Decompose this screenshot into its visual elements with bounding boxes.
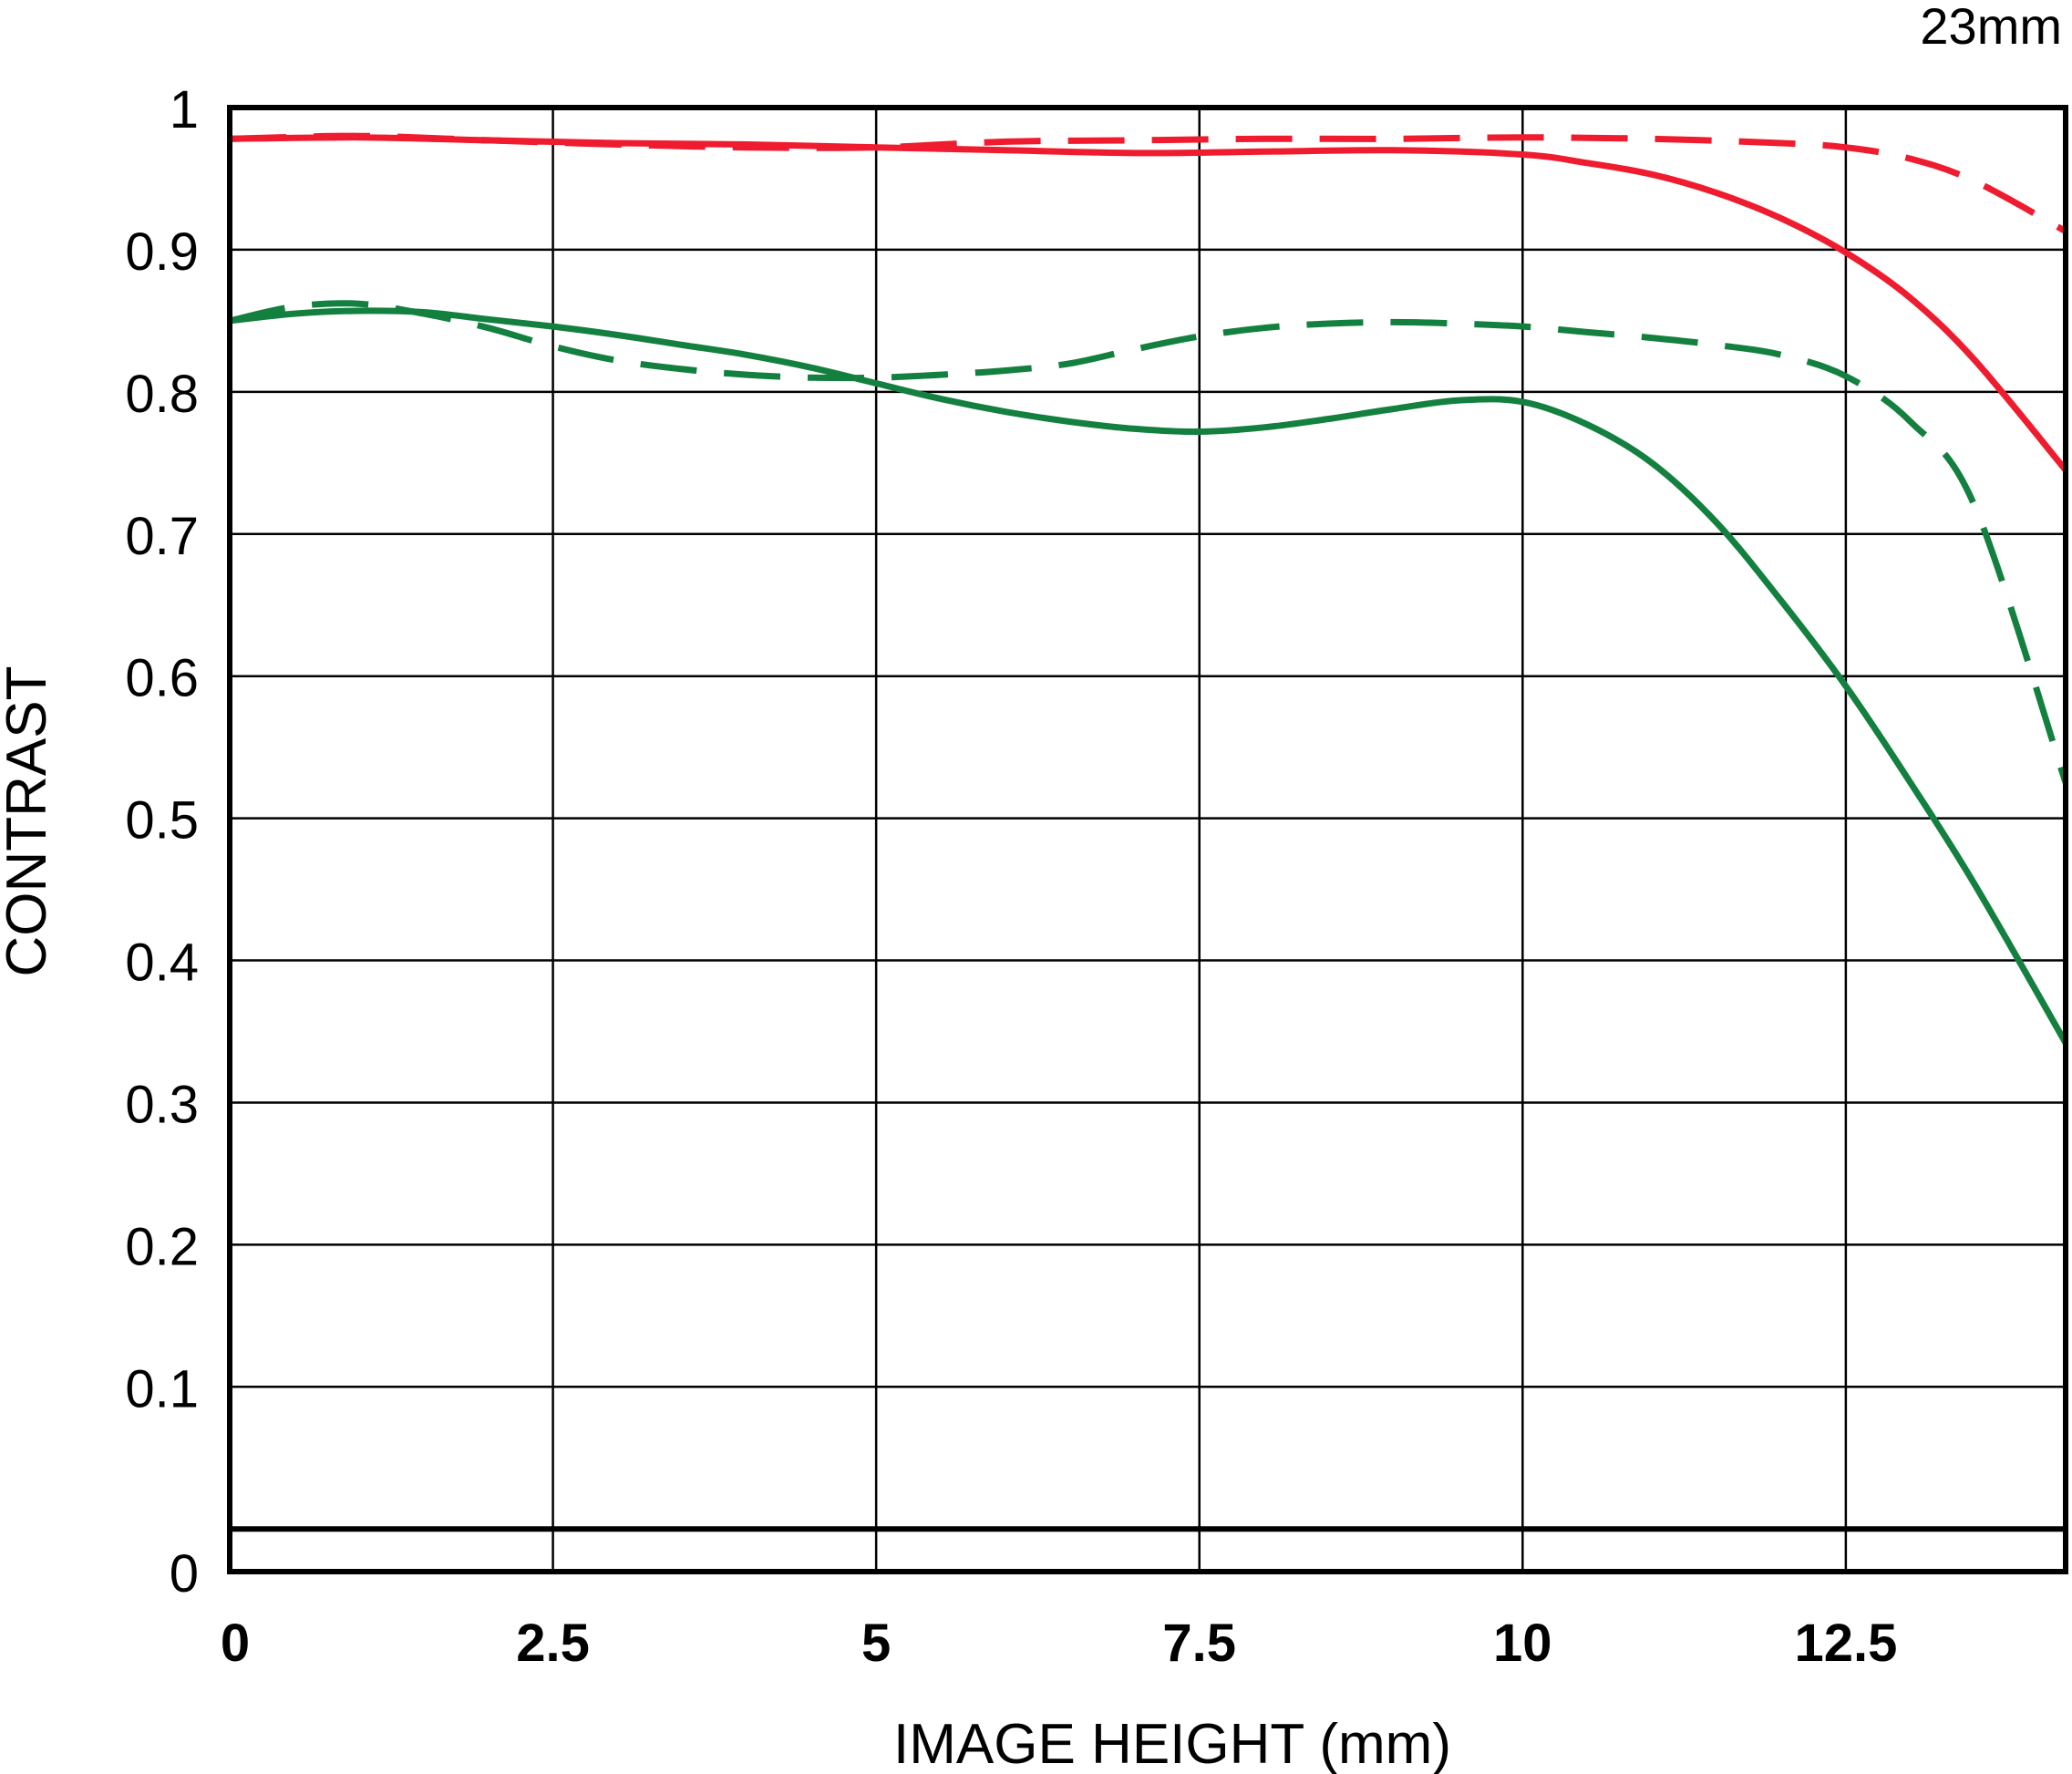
y-axis-title: CONTRAST xyxy=(0,666,58,977)
y-tick-label: 0.3 xyxy=(125,1075,199,1134)
y-tick-label: 0 xyxy=(170,1544,199,1604)
focal-length-label: 23mm xyxy=(1920,0,2062,55)
y-tick-label: 0.5 xyxy=(125,791,199,851)
plot-frame xyxy=(227,105,2068,1574)
y-tick-label: 0.9 xyxy=(125,222,199,282)
series-line-0 xyxy=(229,134,2068,472)
x-tick-label: 7.5 xyxy=(1162,1614,1236,1673)
grid xyxy=(230,108,2066,1572)
series-line-3 xyxy=(229,300,2069,784)
series-line-2 xyxy=(229,307,2069,1045)
y-tick-label: 0.4 xyxy=(125,933,199,993)
y-tick-label: 0.7 xyxy=(125,507,199,566)
y-tick-label: 1 xyxy=(170,80,199,139)
series-line-1 xyxy=(229,132,2067,234)
x-tick-label: 2.5 xyxy=(516,1614,590,1673)
y-tick-label: 0.2 xyxy=(125,1217,199,1276)
x-tick-labels: 0 2.5 5 7.5 10 12.5 xyxy=(221,1614,1897,1673)
y-tick-label: 0.8 xyxy=(125,365,199,424)
x-tick-label: 10 xyxy=(1493,1614,1552,1673)
x-tick-label: 0 xyxy=(221,1614,250,1673)
y-tick-labels: 1 0.9 0.8 0.7 0.6 0.5 0.4 0.3 0.2 0.1 0 xyxy=(125,80,199,1604)
x-tick-label: 5 xyxy=(861,1614,891,1673)
x-tick-label: 12.5 xyxy=(1794,1614,1897,1673)
series-group xyxy=(229,132,2069,1045)
y-tick-label: 0.1 xyxy=(125,1359,199,1418)
y-tick-label: 0.6 xyxy=(125,649,199,708)
x-axis-title: IMAGE HEIGHT (mm) xyxy=(893,1713,1451,1774)
